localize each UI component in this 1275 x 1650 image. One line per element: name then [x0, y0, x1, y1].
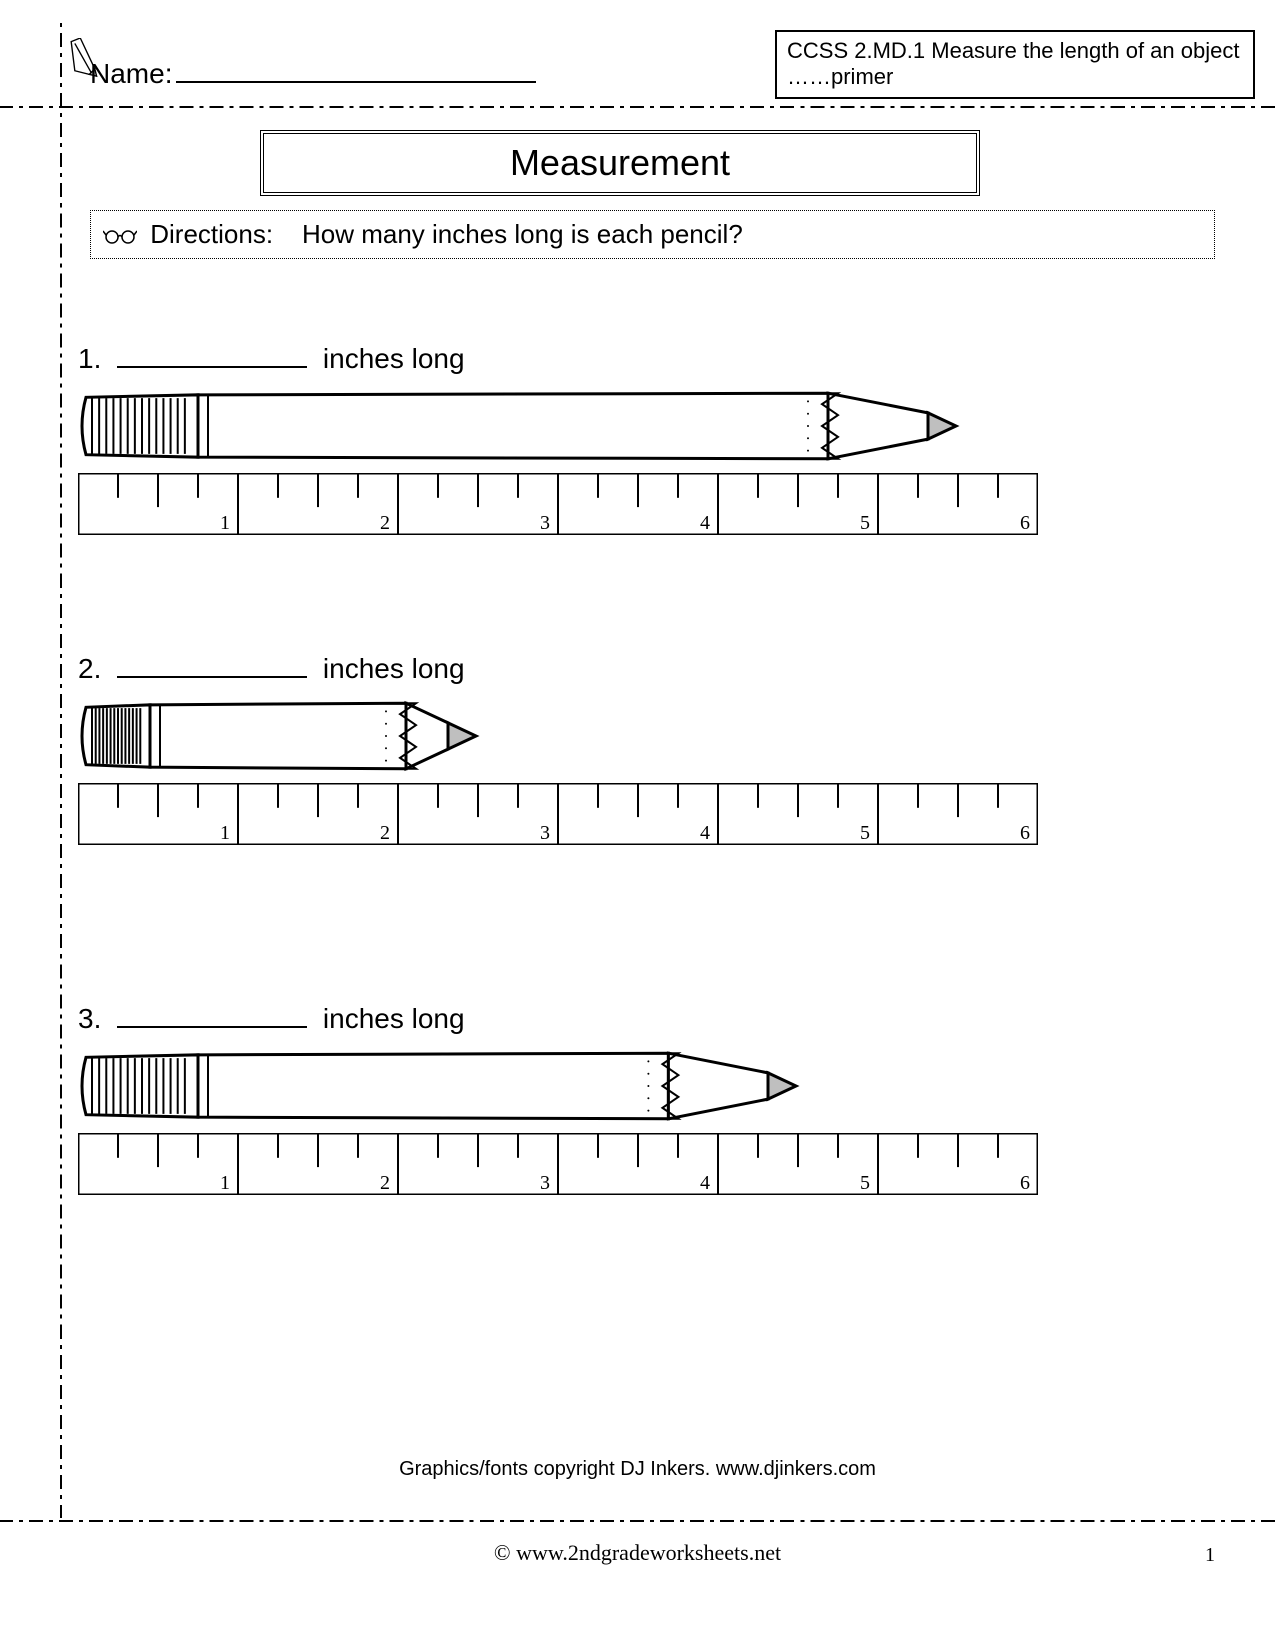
standard-box: CCSS 2.MD.1 Measure the length of an obj…	[775, 30, 1255, 99]
problem-suffix: inches long	[323, 653, 465, 684]
svg-text:1: 1	[220, 512, 230, 534]
pencil-graphic	[78, 385, 964, 467]
svg-text:4: 4	[700, 1172, 710, 1194]
ruler-graphic: 1 2 3 4 5 6	[78, 1133, 1038, 1195]
svg-text:4: 4	[700, 512, 710, 534]
svg-text:1: 1	[220, 1172, 230, 1194]
svg-text:6: 6	[1020, 512, 1030, 534]
pencil-graphic	[78, 1045, 804, 1127]
answer-blank[interactable]	[117, 1000, 307, 1028]
ruler-wrap: 1 2 3 4 5 6	[78, 473, 1218, 540]
footer-credits: Graphics/fonts copyright DJ Inkers. www.…	[0, 1458, 1275, 1481]
directions-box: Directions: How many inches long is each…	[90, 210, 1215, 259]
problem-2: 2. inches long 1 2 3 4 5 6	[78, 650, 1218, 850]
svg-text:5: 5	[860, 822, 870, 844]
problem-prompt: 2. inches long	[78, 650, 1218, 685]
answer-blank[interactable]	[117, 650, 307, 678]
page-number: 1	[1205, 1544, 1215, 1567]
footer-site: © www.2ndgradeworksheets.net	[0, 1540, 1275, 1566]
problem-prompt: 3. inches long	[78, 1000, 1218, 1035]
svg-text:4: 4	[700, 822, 710, 844]
problem-number: 1.	[78, 343, 101, 374]
svg-text:2: 2	[380, 822, 390, 844]
svg-text:3: 3	[540, 512, 550, 534]
svg-text:2: 2	[380, 512, 390, 534]
ruler-graphic: 1 2 3 4 5 6	[78, 473, 1038, 535]
standard-text: CCSS 2.MD.1 Measure the length of an obj…	[787, 38, 1239, 89]
page-title: Measurement	[510, 142, 730, 183]
svg-text:1: 1	[220, 822, 230, 844]
name-field[interactable]: Name:	[90, 52, 536, 90]
problem-1: 1. inches long 1 2 3 4 5 6	[78, 340, 1218, 540]
name-label: Name:	[90, 58, 172, 90]
cut-line-left	[60, 18, 62, 1518]
cut-line-bottom	[0, 1520, 1275, 1522]
directions-text: How many inches long is each pencil?	[302, 219, 743, 249]
ruler-graphic: 1 2 3 4 5 6	[78, 783, 1038, 845]
svg-text:6: 6	[1020, 1172, 1030, 1194]
title-box: Measurement	[260, 130, 980, 196]
pencil-graphic	[78, 695, 484, 777]
problem-number: 3.	[78, 1003, 101, 1034]
svg-text:6: 6	[1020, 822, 1030, 844]
header: Name: CCSS 2.MD.1 Measure the length of …	[70, 30, 1255, 100]
svg-text:5: 5	[860, 1172, 870, 1194]
directions-label: Directions:	[150, 219, 273, 249]
problem-number: 2.	[78, 653, 101, 684]
svg-text:2: 2	[380, 1172, 390, 1194]
ruler-wrap: 1 2 3 4 5 6	[78, 1133, 1218, 1200]
name-underline	[176, 52, 536, 83]
svg-text:3: 3	[540, 1172, 550, 1194]
glasses-icon	[103, 227, 137, 245]
problem-suffix: inches long	[323, 343, 465, 374]
problem-suffix: inches long	[323, 1003, 465, 1034]
worksheet-page: Name: CCSS 2.MD.1 Measure the length of …	[0, 0, 1275, 1650]
svg-text:3: 3	[540, 822, 550, 844]
problem-prompt: 1. inches long	[78, 340, 1218, 375]
problem-3: 3. inches long 1 2 3 4 5 6	[78, 1000, 1218, 1200]
svg-text:5: 5	[860, 512, 870, 534]
answer-blank[interactable]	[117, 340, 307, 368]
ruler-wrap: 1 2 3 4 5 6	[78, 783, 1218, 850]
cut-line-top	[0, 106, 1275, 108]
